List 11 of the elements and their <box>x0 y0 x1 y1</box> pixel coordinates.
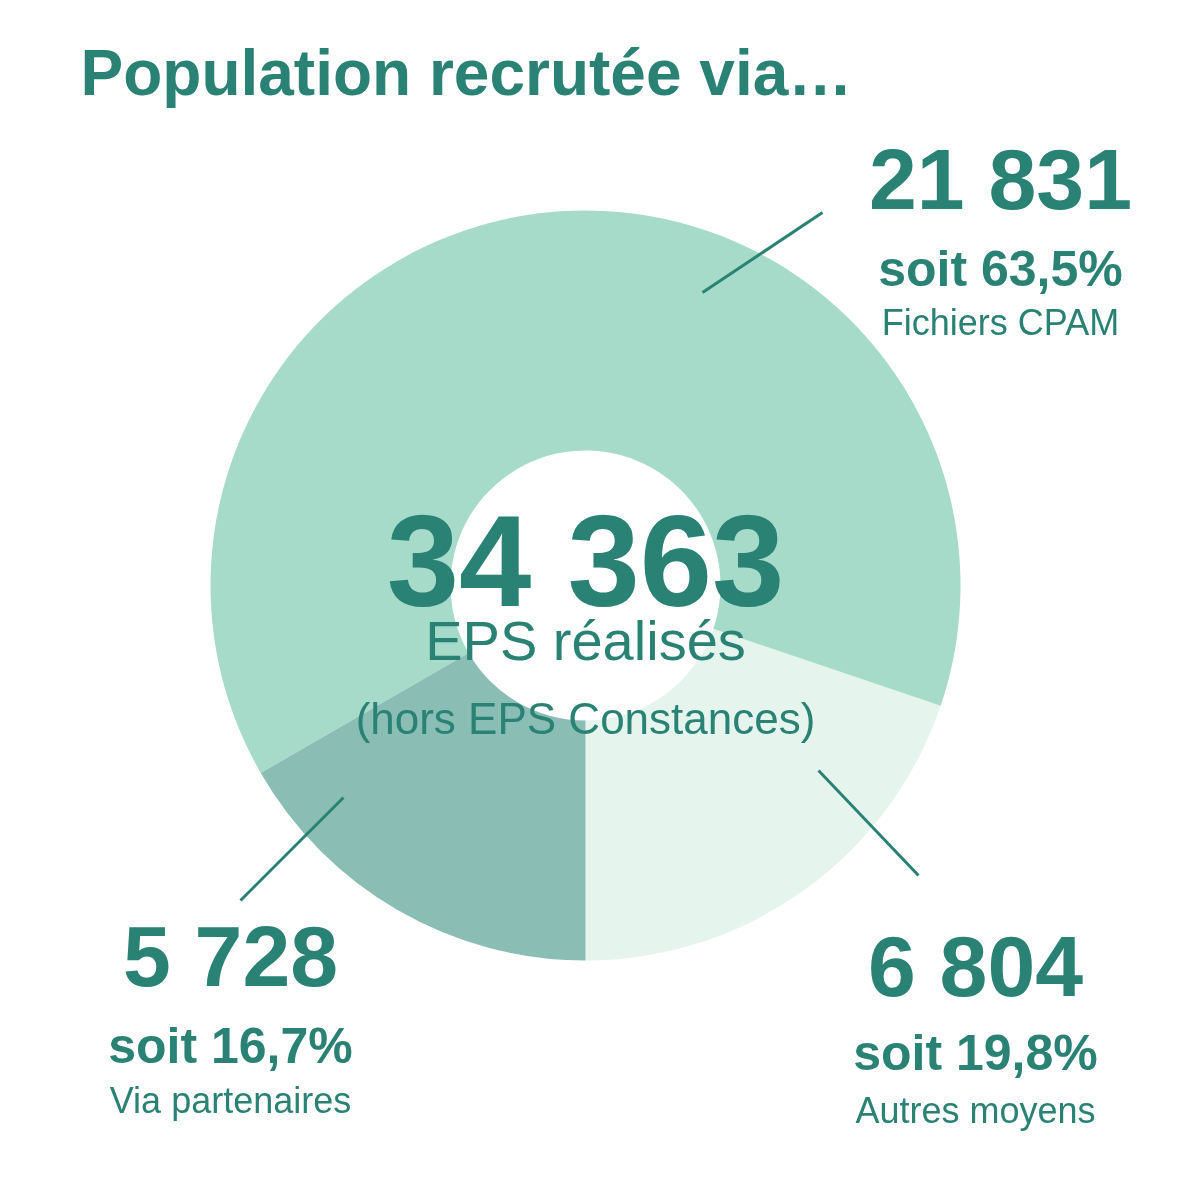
slice-label: Fichiers CPAM <box>881 302 1120 343</box>
text: soit 63,5% <box>878 240 1123 297</box>
text: soit 16,7% <box>108 1017 353 1074</box>
data-label: 21 831 <box>868 130 1133 227</box>
chart-title: Population recrutée via… <box>80 36 853 109</box>
slice-label: Autres moyens <box>855 1090 1096 1131</box>
data-label: 6 804 <box>867 917 1084 1014</box>
data-label: 5 728 <box>122 907 339 1004</box>
text: (hors EPS Constances) <box>355 694 816 743</box>
text: soit 19,8% <box>853 1024 1098 1081</box>
slice-label: Via partenaires <box>109 1080 352 1121</box>
